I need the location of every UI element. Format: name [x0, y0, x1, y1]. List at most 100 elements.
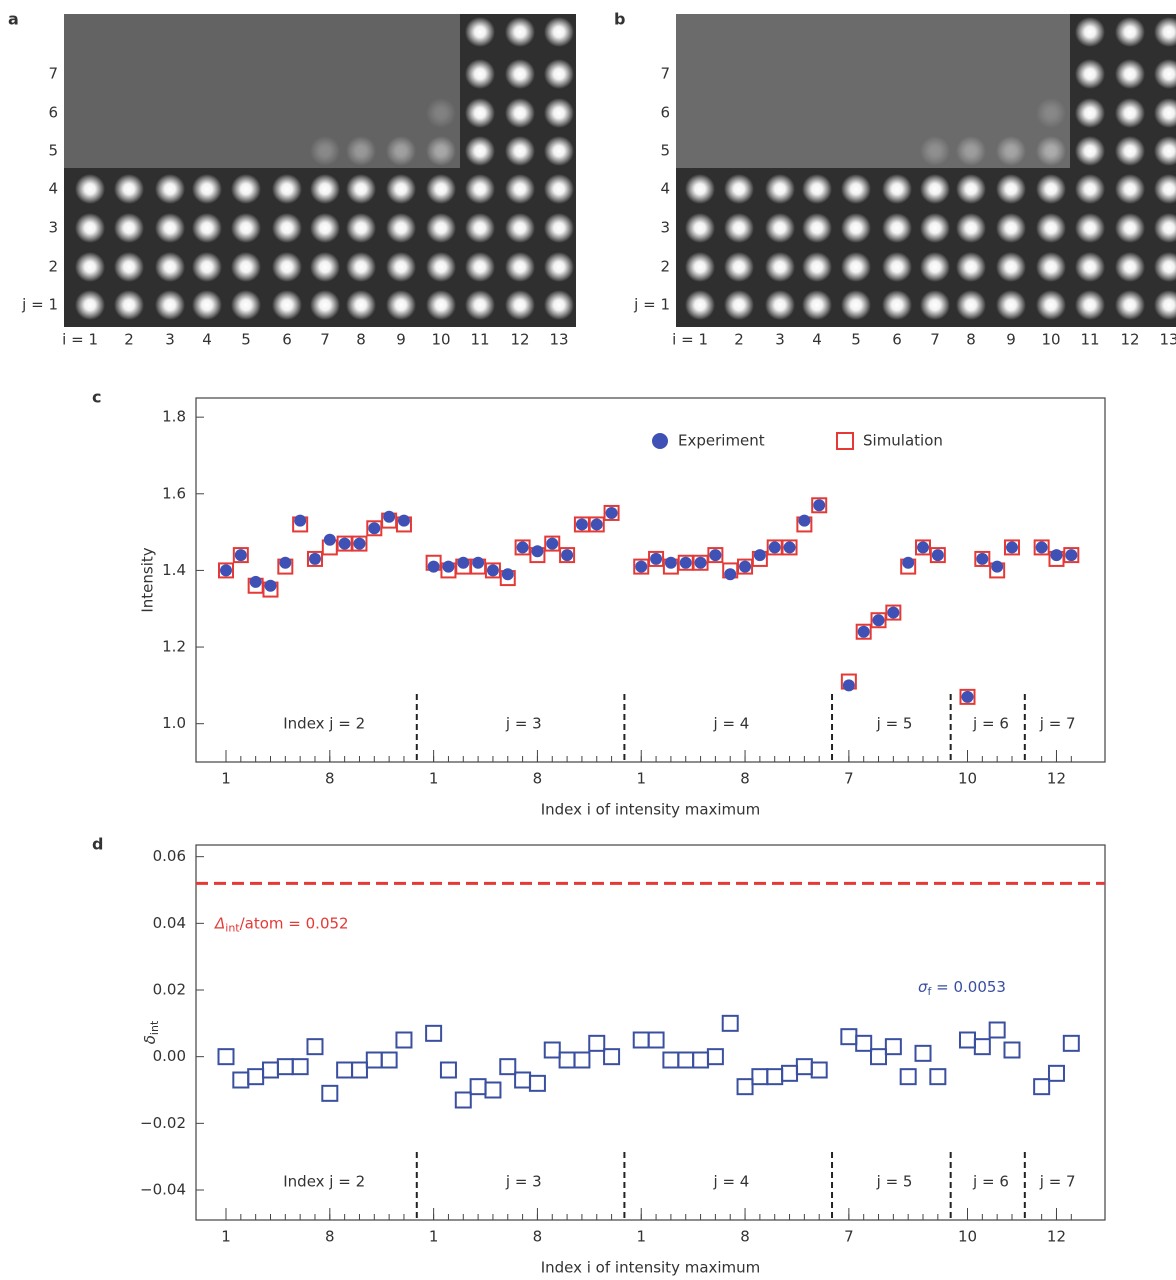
panel-label: c	[92, 388, 101, 407]
col-label: 4	[812, 331, 822, 349]
data-point	[709, 549, 721, 561]
atom-column	[75, 290, 105, 320]
atom-column	[465, 59, 495, 89]
x-tick-label: 1	[429, 1228, 439, 1246]
data-point	[574, 1053, 589, 1068]
atom-column	[882, 290, 912, 320]
data-point	[233, 1073, 248, 1088]
atom-column	[505, 174, 535, 204]
data-point	[278, 1059, 293, 1074]
data-point	[545, 1043, 560, 1058]
data-point	[812, 1063, 827, 1078]
atom-column	[1075, 290, 1105, 320]
y-tick-label: 0.02	[153, 981, 186, 999]
atom-column	[310, 252, 340, 282]
data-point	[886, 1039, 901, 1054]
data-point	[471, 1079, 486, 1094]
data-point	[960, 1033, 975, 1048]
data-point	[754, 549, 766, 561]
y-tick-label: 1.0	[162, 714, 186, 732]
atom-column	[544, 252, 574, 282]
atom-column	[841, 290, 871, 320]
y-axis-label: Intensity	[139, 547, 157, 612]
atom-column	[272, 290, 302, 320]
data-point	[457, 557, 469, 569]
data-point	[337, 1063, 352, 1078]
atom-column	[544, 290, 574, 320]
x-tick-label: 10	[958, 770, 977, 788]
group-label: j = 6	[972, 715, 1009, 733]
atom-column	[114, 174, 144, 204]
data-point	[309, 553, 321, 565]
atom-column	[724, 174, 754, 204]
row-label: 7	[48, 65, 58, 83]
col-label: 3	[775, 331, 785, 349]
atom-column	[956, 213, 986, 243]
col-label: 5	[851, 331, 861, 349]
row-label: 6	[48, 104, 58, 122]
atom-column	[765, 213, 795, 243]
x-tick-label: 1	[221, 1228, 231, 1246]
data-point	[485, 1083, 500, 1098]
group-label: j = 5	[876, 715, 913, 733]
atom-column	[1036, 98, 1066, 128]
data-point	[798, 515, 810, 527]
data-point	[382, 1053, 397, 1068]
data-point	[871, 1049, 886, 1064]
y-tick-label: 1.4	[162, 561, 186, 579]
atom-column	[272, 252, 302, 282]
x-tick-label: 1	[636, 770, 646, 788]
atom-column	[544, 17, 574, 47]
atom-column	[75, 252, 105, 282]
row-label: 2	[48, 258, 58, 276]
x-tick-label: 8	[740, 1228, 750, 1246]
atom-column	[765, 290, 795, 320]
atom-column	[310, 136, 340, 166]
data-point	[487, 564, 499, 576]
data-point	[724, 568, 736, 580]
atom-column	[505, 290, 535, 320]
group-label: Index j = 2	[283, 715, 365, 733]
data-point	[782, 1066, 797, 1081]
data-point	[813, 499, 825, 511]
atom-column	[956, 290, 986, 320]
data-point	[797, 1059, 812, 1074]
data-point	[530, 1076, 545, 1091]
data-point	[220, 564, 232, 576]
y-tick-label: 1.2	[162, 638, 186, 656]
data-point	[531, 545, 543, 557]
atom-column	[1075, 213, 1105, 243]
atom-column	[505, 213, 535, 243]
data-point	[650, 553, 662, 565]
data-point	[250, 576, 262, 588]
atom-column	[802, 252, 832, 282]
y-tick-label: −0.04	[140, 1181, 186, 1199]
col-label: 8	[966, 331, 976, 349]
data-point	[738, 1079, 753, 1094]
atom-column	[685, 213, 715, 243]
col-label: 7	[930, 331, 940, 349]
atom-column	[544, 98, 574, 128]
data-point	[367, 1053, 382, 1068]
col-label: 10	[1041, 331, 1060, 349]
atom-column	[544, 136, 574, 166]
data-point	[442, 561, 454, 573]
data-point	[248, 1069, 263, 1084]
data-point	[1050, 549, 1062, 561]
data-point	[500, 1059, 515, 1074]
atom-column	[155, 252, 185, 282]
atom-column	[685, 174, 715, 204]
row-label: 2	[660, 258, 670, 276]
row-label: 3	[660, 219, 670, 237]
atom-column	[465, 98, 495, 128]
atom-column	[996, 252, 1026, 282]
data-point	[604, 1049, 619, 1064]
data-point	[1004, 1043, 1019, 1058]
atom-column	[426, 174, 456, 204]
atom-column	[802, 174, 832, 204]
data-point	[441, 1063, 456, 1078]
atom-column	[724, 213, 754, 243]
x-axis-label: Index i of intensity maximum	[541, 1259, 761, 1277]
legend-label: Simulation	[863, 432, 943, 450]
data-point	[1006, 541, 1018, 553]
